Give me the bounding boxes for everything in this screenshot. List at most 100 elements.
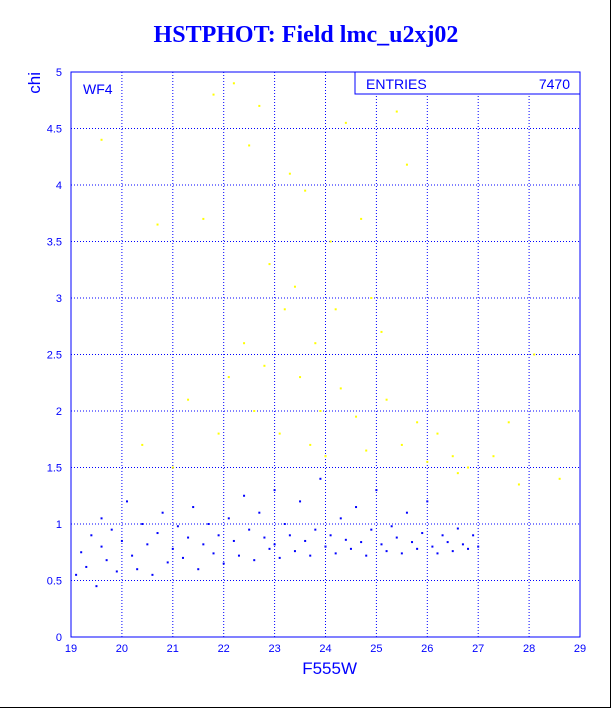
y-tick-label: 3.5 [47,237,62,249]
data-point [405,163,408,166]
data-point [232,82,235,85]
data-point [288,534,291,537]
grid-lines [71,72,580,637]
stats-box-frame [354,71,581,95]
data-point [421,532,424,535]
y-tick-label: 4.5 [47,124,62,136]
data-point [227,376,230,379]
data-point [339,387,342,390]
data-point [125,500,128,503]
data-point [136,568,139,571]
data-point [375,489,378,492]
data-point [161,511,164,514]
data-point [278,432,281,435]
data-point [426,500,429,503]
data-point [390,525,393,528]
x-tick-label: 27 [472,643,484,655]
data-point [416,547,419,550]
data-point [314,342,317,345]
data-point [146,543,149,546]
stats-entries-value: 7470 [539,76,570,92]
data-point [314,528,317,531]
data-point [426,460,429,463]
data-point [212,93,215,96]
y-tick-label: 3 [56,293,62,305]
data-point [365,554,368,557]
data-point [202,543,205,546]
data-point [355,415,358,418]
data-point [355,506,358,509]
data-point [395,536,398,539]
data-point [288,172,291,175]
data-point [299,376,302,379]
data-point [456,472,459,475]
data-point [461,543,464,546]
x-tick-label: 29 [574,643,586,655]
x-tick-label: 24 [319,643,331,655]
data-point [319,410,322,412]
dots-blue-series [75,477,480,588]
data-point [212,552,215,555]
data-point [533,353,536,356]
data-point [324,455,327,458]
stats-entries-label: ENTRIES [366,76,427,92]
x-tick-label: 19 [65,643,77,655]
data-point [258,104,261,107]
data-point [176,525,179,528]
x-tick-label: 23 [268,643,280,655]
data-point [156,532,159,535]
data-point [248,528,251,531]
data-point [217,534,220,537]
data-point [436,432,439,435]
data-point [370,528,373,531]
data-point [100,545,103,548]
data-point [400,552,403,555]
x-axis-title: F555W [302,659,357,678]
data-point [197,568,200,571]
data-point [156,223,159,226]
data-point [329,240,332,243]
data-point [456,527,459,530]
data-point [517,483,520,486]
plot-frame [70,71,581,638]
data-point [273,489,276,492]
data-point [80,551,83,554]
data-point [467,547,470,550]
panel-label: WF4 [83,81,113,97]
data-point [75,573,78,576]
data-point [227,517,230,520]
data-point [472,534,475,537]
data-point [339,517,342,520]
x-tick-label: 21 [167,643,179,655]
data-point [400,443,403,446]
data-point [293,285,296,288]
data-point [187,536,190,539]
data-point [492,455,495,458]
x-tick-labels: 19 20 21 22 23 24 25 26 27 28 29 [65,643,586,655]
data-point [385,398,388,401]
data-point [467,466,470,469]
data-point [360,541,363,544]
data-point [151,573,154,576]
chart-title: HSTPHOT: Field lmc_u2xj02 [153,22,459,48]
data-point [411,541,414,544]
y-tick-label: 1.5 [47,463,62,475]
data-point [349,547,352,550]
data-point [299,500,302,503]
data-point [273,543,276,546]
data-point [370,297,373,299]
data-point [446,541,449,544]
data-point [334,552,337,555]
data-point [202,217,205,220]
data-point [507,421,510,424]
stats-box: ENTRIES 7470 [354,71,581,95]
data-point [451,455,454,458]
data-point [334,308,337,311]
data-point [192,506,195,509]
data-point [237,554,240,557]
y-tick-label: 2.5 [47,350,62,362]
data-point [222,562,225,565]
y-tick-label: 2 [56,406,62,418]
data-point [263,364,266,367]
y-tick-label: 0 [56,632,62,644]
